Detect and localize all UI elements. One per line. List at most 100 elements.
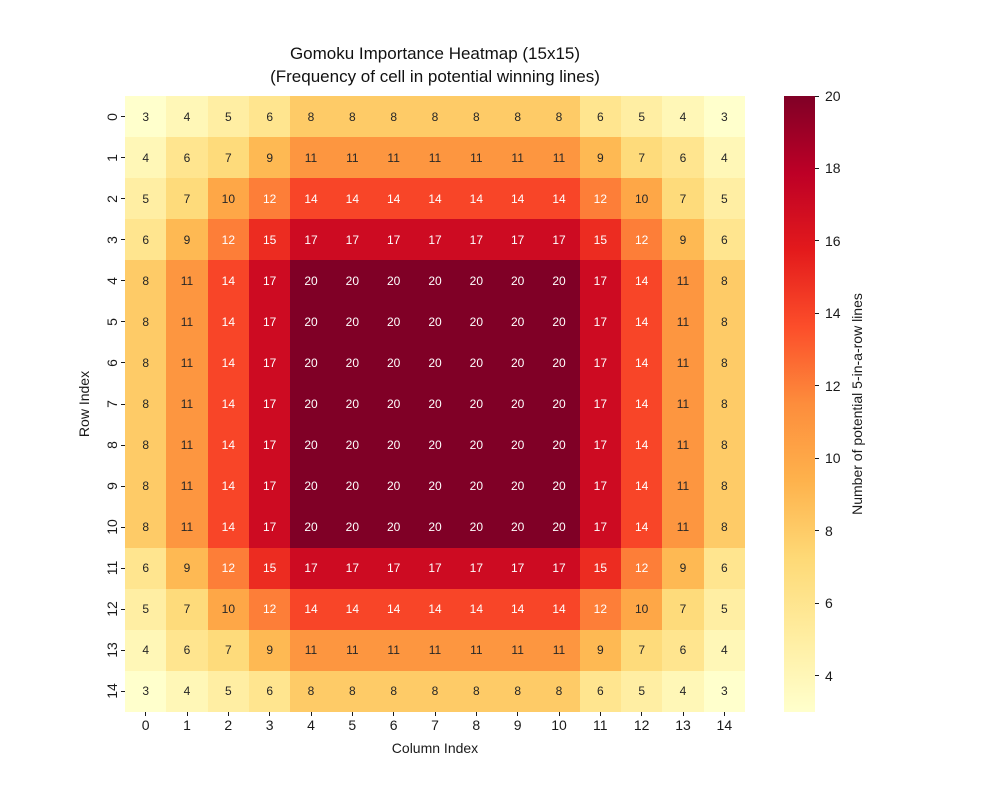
x-tick-mark xyxy=(558,712,560,716)
heatmap-cell: 11 xyxy=(662,383,704,425)
heatmap-cell: 20 xyxy=(331,383,373,425)
heatmap-cell: 20 xyxy=(331,506,373,548)
heatmap-cell: 20 xyxy=(372,506,415,548)
x-tick-mark xyxy=(227,712,229,716)
heatmap-cell: 8 xyxy=(125,301,167,343)
heatmap-cell: 11 xyxy=(496,629,539,671)
heatmap-cell: 17 xyxy=(248,301,291,343)
heatmap-cell: 14 xyxy=(620,342,663,384)
heatmap-cell: 20 xyxy=(538,465,580,507)
heatmap-cell: 14 xyxy=(290,588,332,630)
heatmap-cell: 11 xyxy=(662,342,704,384)
x-tick-label: 0 xyxy=(141,717,150,733)
heatmap-cell: 17 xyxy=(248,260,291,302)
y-tick-label: 4 xyxy=(104,276,120,285)
heatmap-cell: 17 xyxy=(248,383,291,425)
heatmap-cell: 6 xyxy=(662,629,704,671)
heatmap-cell: 8 xyxy=(414,670,456,712)
heatmap-cell: 14 xyxy=(207,260,249,302)
heatmap-cell: 15 xyxy=(248,219,291,261)
heatmap-cell: 6 xyxy=(579,96,621,138)
heatmap-cell: 8 xyxy=(414,96,456,138)
heatmap-cell: 11 xyxy=(290,137,332,179)
heatmap-cell: 14 xyxy=(538,178,580,220)
heatmap-cell: 20 xyxy=(538,424,580,466)
y-tick-label: 2 xyxy=(104,194,120,203)
heatmap-cell: 5 xyxy=(125,588,167,630)
heatmap-cell: 5 xyxy=(620,670,663,712)
heatmap-cell: 20 xyxy=(496,424,539,466)
heatmap-cell: 11 xyxy=(455,137,497,179)
heatmap-cell: 17 xyxy=(579,465,621,507)
heatmap-cell: 20 xyxy=(290,301,332,343)
y-tick-mark xyxy=(121,157,125,159)
heatmap-cell: 11 xyxy=(414,137,456,179)
heatmap-cell: 14 xyxy=(290,178,332,220)
x-tick-mark xyxy=(269,712,271,716)
chart-title-line2: (Frequency of cell in potential winning … xyxy=(270,67,600,86)
heatmap-cell: 14 xyxy=(455,588,497,630)
heatmap-cell: 17 xyxy=(248,342,291,384)
x-tick-label: 7 xyxy=(431,717,439,733)
heatmap-cell: 3 xyxy=(125,96,167,138)
heatmap-cell: 12 xyxy=(620,547,663,589)
heatmap-cell: 14 xyxy=(496,178,539,220)
heatmap-cell: 17 xyxy=(331,547,373,589)
heatmap-cell: 11 xyxy=(662,506,704,548)
heatmap-cell: 20 xyxy=(331,424,373,466)
x-tick-label: 13 xyxy=(675,717,691,733)
y-tick-label: 3 xyxy=(104,235,120,244)
heatmap-cell: 7 xyxy=(620,137,663,179)
y-axis-label: Row Index xyxy=(76,370,92,438)
heatmap-cell: 8 xyxy=(538,670,580,712)
heatmap-cell: 17 xyxy=(455,547,497,589)
heatmap-cell: 8 xyxy=(455,96,497,138)
heatmap-cell: 11 xyxy=(455,629,497,671)
heatmap-cell: 12 xyxy=(207,547,249,589)
heatmap-cell: 6 xyxy=(703,547,745,589)
colorbar-tick-mark xyxy=(815,385,819,387)
heatmap-cell: 20 xyxy=(290,260,332,302)
y-tick-mark xyxy=(121,485,125,487)
heatmap-cell: 11 xyxy=(372,137,415,179)
heatmap-cell: 15 xyxy=(579,219,621,261)
x-tick-label: 4 xyxy=(307,717,315,733)
heatmap-cell: 20 xyxy=(538,383,580,425)
heatmap-cell: 8 xyxy=(125,506,167,548)
heatmap-cell: 14 xyxy=(207,465,249,507)
heatmap-cell: 17 xyxy=(248,424,291,466)
colorbar-tick-label: 8 xyxy=(825,522,833,539)
colorbar-tick-mark xyxy=(815,167,819,169)
heatmap-cell: 8 xyxy=(372,96,415,138)
heatmap-cell: 6 xyxy=(579,670,621,712)
heatmap-cell: 11 xyxy=(166,383,208,425)
heatmap-cell: 20 xyxy=(331,342,373,384)
x-tick-mark xyxy=(599,712,601,716)
heatmap-cell: 14 xyxy=(372,588,415,630)
x-axis-label: Column Index xyxy=(391,740,479,756)
x-tick-mark xyxy=(310,712,312,716)
y-tick-mark xyxy=(121,239,125,241)
heatmap-cell: 20 xyxy=(290,465,332,507)
heatmap-cell: 17 xyxy=(579,424,621,466)
heatmap-cell: 17 xyxy=(579,260,621,302)
y-tick-mark xyxy=(121,567,125,569)
y-tick-mark xyxy=(121,116,125,118)
heatmap-cell: 17 xyxy=(248,506,291,548)
heatmap-cell: 6 xyxy=(248,96,291,138)
heatmap-cell: 8 xyxy=(496,670,539,712)
heatmap-cell: 10 xyxy=(207,588,249,630)
y-tick-label: 11 xyxy=(104,561,120,576)
heatmap-cell: 11 xyxy=(331,629,373,671)
heatmap-cell: 11 xyxy=(166,424,208,466)
heatmap-cell: 20 xyxy=(331,465,373,507)
heatmap-cell: 6 xyxy=(166,629,208,671)
chart-title-line1: Gomoku Importance Heatmap (15x15) xyxy=(289,44,581,63)
heatmap-cell: 5 xyxy=(703,178,745,220)
heatmap-cell: 11 xyxy=(414,629,456,671)
heatmap-cell: 17 xyxy=(579,342,621,384)
heatmap-cell: 6 xyxy=(125,219,167,261)
heatmap-cell: 7 xyxy=(620,629,663,671)
y-tick-label: 13 xyxy=(104,642,120,659)
heatmap-cell: 7 xyxy=(662,588,704,630)
